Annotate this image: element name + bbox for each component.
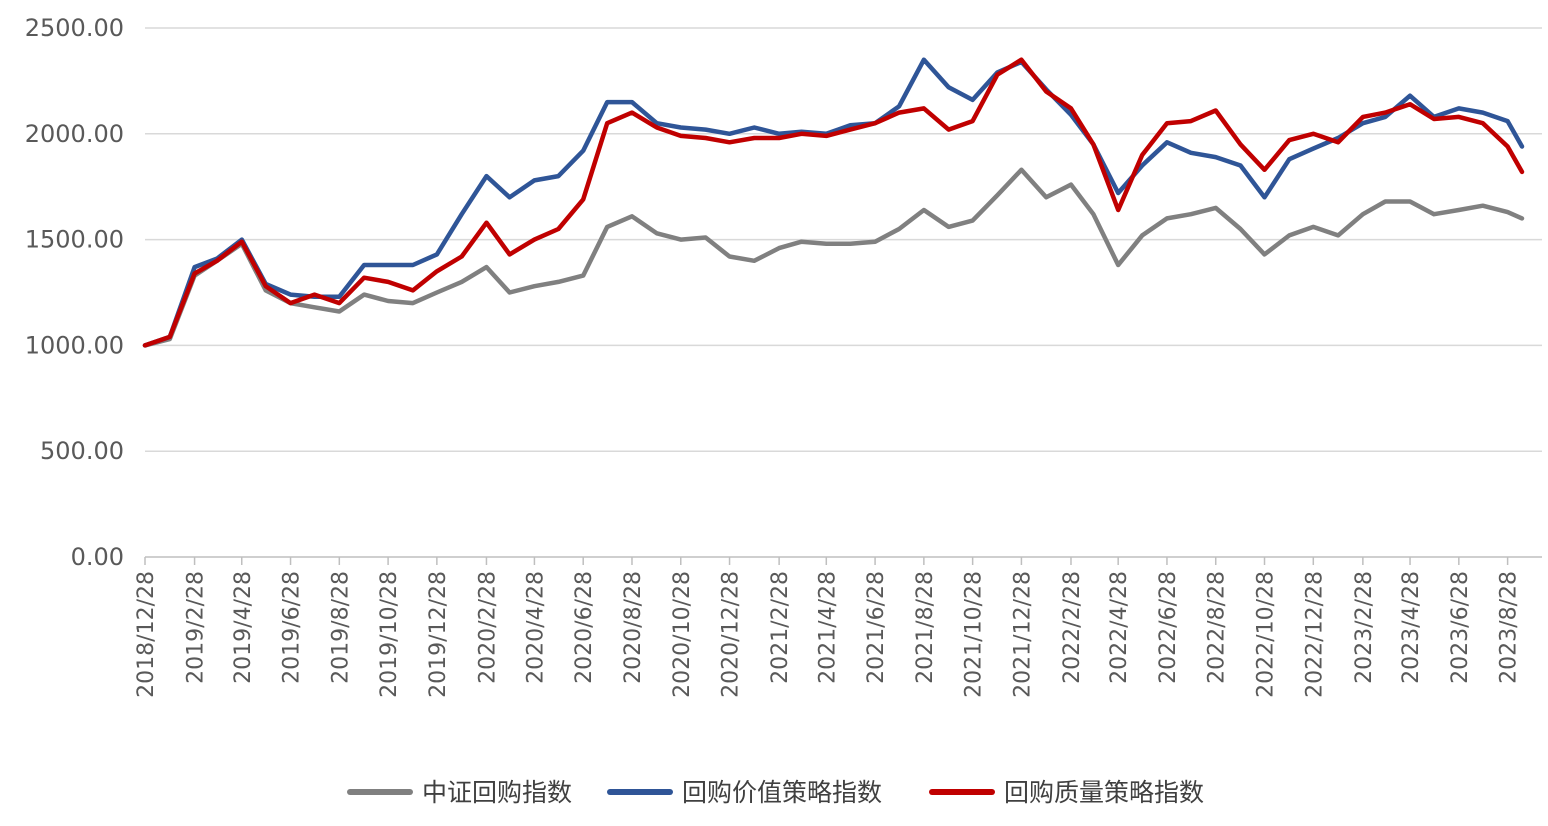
y-tick-label: 1500.00 xyxy=(25,226,124,254)
x-tick-label: 2022/12/28 xyxy=(1302,571,1327,698)
axes: 0.00 500.00 1000.00 1500.00 2000.00 2500.00 20… xyxy=(25,14,1542,698)
gridlines xyxy=(145,27,1542,452)
x-tick-label: 2021/4/28 xyxy=(815,571,840,684)
x-tick-label: 2019/10/28 xyxy=(377,571,402,698)
x-tick-label: 2022/4/28 xyxy=(1107,571,1132,684)
x-tick-label: 2019/6/28 xyxy=(280,571,305,684)
x-tick-label: 2023/6/28 xyxy=(1448,571,1473,684)
x-tick-label: 2020/10/28 xyxy=(670,571,695,698)
series-lines xyxy=(142,57,1525,348)
x-tick-label: 2021/8/28 xyxy=(913,571,938,684)
legend-label: 回购价值策略指数 xyxy=(682,778,882,807)
x-tick-label: 2021/2/28 xyxy=(768,571,793,684)
legend: 中证回购指数 回购价值策略指数 回购质量策略指数 xyxy=(347,778,1204,807)
x-tick-label: 2020/6/28 xyxy=(572,571,597,684)
series-line-2 xyxy=(142,57,1525,348)
x-tick-label: 2021/10/28 xyxy=(962,571,987,698)
x-tick-label: 2020/2/28 xyxy=(475,571,500,684)
x-tick-label: 2020/8/28 xyxy=(621,571,646,684)
legend-label: 中证回购指数 xyxy=(422,778,572,807)
x-tick-label: 2019/4/28 xyxy=(231,571,256,684)
x-tick-label: 2022/2/28 xyxy=(1060,571,1085,684)
series-line-1 xyxy=(142,167,1525,348)
y-tick-label: 2000.00 xyxy=(25,120,124,148)
x-tick-label: 2019/8/28 xyxy=(328,571,353,684)
x-tick-label: 2022/8/28 xyxy=(1205,571,1230,684)
y-tick-label: 2500.00 xyxy=(25,14,124,42)
x-tick-label: 2019/12/28 xyxy=(426,571,451,698)
x-tick-label: 2022/10/28 xyxy=(1254,571,1279,698)
x-tick-label: 2019/2/28 xyxy=(184,571,209,684)
y-tick-label: 0.00 xyxy=(71,543,124,571)
series-line-3 xyxy=(142,57,1525,348)
y-tick-label: 1000.00 xyxy=(25,331,124,359)
x-tick-label: 2023/8/28 xyxy=(1497,571,1522,684)
x-tick-label: 2021/12/28 xyxy=(1010,571,1035,698)
x-tick-label: 2020/4/28 xyxy=(523,571,548,684)
x-tick-label: 2018/12/28 xyxy=(134,571,159,698)
x-tick-label: 2023/2/28 xyxy=(1352,571,1377,684)
y-tick-label: 500.00 xyxy=(40,437,124,465)
x-tick-label: 2021/6/28 xyxy=(864,571,889,684)
x-tick-label: 2023/4/28 xyxy=(1399,571,1424,684)
x-tick-label: 2022/6/28 xyxy=(1156,571,1181,684)
legend-label: 回购质量策略指数 xyxy=(1004,778,1204,807)
x-tick-label: 2020/12/28 xyxy=(719,571,744,698)
